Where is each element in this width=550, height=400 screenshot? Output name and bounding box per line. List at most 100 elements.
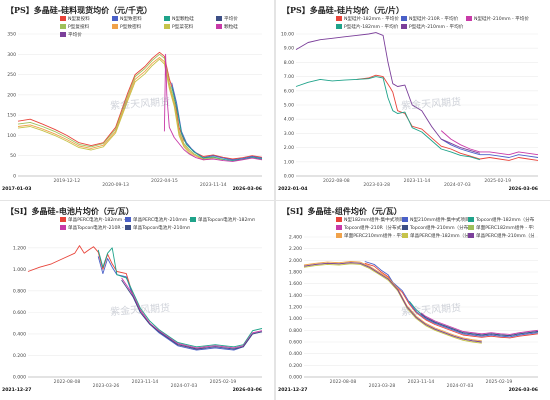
legend-swatch bbox=[336, 217, 342, 222]
legend-label: N型致密料 bbox=[120, 17, 142, 22]
legend-swatch bbox=[468, 233, 474, 238]
legend-label: N型复投料 bbox=[68, 17, 90, 22]
series-line bbox=[17, 58, 194, 157]
legend-swatch bbox=[468, 217, 474, 222]
y-tick-label: 2.400 bbox=[289, 235, 302, 241]
y-tick-label: 1.000 bbox=[289, 316, 302, 322]
series-line bbox=[440, 138, 539, 158]
legend-item: N型致密料 bbox=[112, 16, 164, 24]
legend-swatch bbox=[336, 233, 342, 238]
x-tick-label: 2020-09-13 bbox=[102, 182, 129, 188]
legend-label: 单晶Topcon电池片-210mm - 平均价 bbox=[133, 226, 190, 231]
y-tick-label: 250 bbox=[7, 72, 16, 78]
y-tick-label: 1.00 bbox=[284, 159, 294, 165]
legend-label: 单面PERC182mm组件 - 平均价... bbox=[476, 226, 534, 231]
series-line bbox=[27, 245, 206, 350]
legend-item: 平均价 bbox=[60, 32, 112, 40]
legend-label: 平均价 bbox=[68, 33, 82, 38]
legend-item: N型硅片-210R - 平均价 bbox=[401, 16, 466, 24]
x-tick-label: 2022-08-08 bbox=[330, 379, 357, 385]
legend-item: Topcon组件-210mm（分布式）... bbox=[402, 225, 468, 233]
x-tick-label: 2023-11-14 bbox=[404, 178, 431, 184]
y-tick-label: 1.600 bbox=[289, 281, 302, 287]
legend-swatch bbox=[60, 32, 66, 37]
legend-label: N型硅片-182mm - 平均价 bbox=[344, 17, 399, 22]
x-tick-label: 2023-11-14 bbox=[132, 379, 159, 385]
legend-label: 平均价 bbox=[224, 17, 238, 22]
legend-label: 单晶PERC电池片-182mm - 平均价 bbox=[68, 218, 125, 223]
y-tick-label: 300 bbox=[7, 52, 16, 58]
y-tick-label: 1.400 bbox=[289, 293, 302, 299]
legend-item: N型硅片-210mm - 平均价 bbox=[466, 16, 531, 24]
legend-swatch bbox=[125, 225, 131, 230]
y-tick-label: 1.000 bbox=[13, 267, 26, 273]
legend-item: N型复投料 bbox=[60, 16, 112, 24]
y-tick-label: 0.600 bbox=[13, 310, 26, 316]
legend-label: P型复投料 bbox=[68, 25, 90, 30]
series-line bbox=[17, 51, 263, 160]
series-line bbox=[356, 74, 539, 161]
legend-label: Topcon组件-210mm（分布式）... bbox=[410, 226, 468, 231]
legend-item: N型硅片-182mm - 平均价 bbox=[336, 16, 401, 24]
legend-swatch bbox=[216, 24, 222, 29]
y-tick-label: 0.000 bbox=[13, 375, 26, 381]
legend-item: 单晶PERC电池片-182mm - 平均价 bbox=[60, 217, 125, 225]
y-tick-label: 0.200 bbox=[13, 353, 26, 359]
chart-panel-cell-price: 0.000 0.200 0.400 0.600 0.800 1.000 1.200 2021-… bbox=[0, 201, 274, 400]
legend-label: N型182mm组件-集中式项目 - 平... bbox=[344, 218, 402, 223]
chart-title: 【SI】多晶硅-组件均价（元/瓦） bbox=[282, 206, 402, 216]
legend-item: P型硅片-210mm - 平均价 bbox=[401, 24, 466, 32]
legend-item: 单晶Topcon电池片-210R - 平均价 bbox=[60, 225, 125, 233]
y-tick-label: 100 bbox=[7, 133, 16, 139]
chart-svg: 0.000 0.200 0.400 0.600 0.800 1.000 1.200 2021-… bbox=[2, 245, 263, 393]
legend-label: 单晶Topcon电池片-210R - 平均价 bbox=[68, 226, 125, 231]
legend-item: 单晶Topcon电池片-182mm - 平均价 bbox=[190, 217, 255, 225]
y-tick-label: 4.00 bbox=[284, 117, 294, 123]
legend-item: 平均价 bbox=[216, 16, 268, 24]
x-tick-label: 2017-01-03 bbox=[2, 186, 31, 192]
y-tick-label: 150 bbox=[7, 113, 16, 119]
x-tick-label: 2026-03-06 bbox=[509, 186, 538, 192]
x-tick-label: 2021-12-27 bbox=[2, 387, 31, 393]
legend-item: Topcon组件-182mm（分布式）... bbox=[468, 217, 534, 225]
legend-label: N型210mm组件-集中式项目 - 平... bbox=[410, 218, 468, 223]
y-tick-label: 0.000 bbox=[289, 375, 302, 381]
chart-panel-wafer-price: 0.00 1.00 2.00 3.00 4.00 5.00 6.00 7.00 8.00 9.00… bbox=[276, 0, 550, 200]
legend-label: 单晶PERC电池片-210mm - 平均价 bbox=[133, 218, 190, 223]
legend-item: 单晶PERC组件-210mm（分布式... bbox=[468, 233, 534, 241]
x-tick-label: 2023-11-14 bbox=[200, 182, 227, 188]
y-tick-label: 5.00 bbox=[284, 103, 294, 109]
legend-swatch bbox=[402, 225, 408, 230]
y-tick-label: 0.400 bbox=[13, 331, 26, 337]
chart-legend: 单晶PERC电池片-182mm - 平均价 单晶PERC电池片-210mm - 平… bbox=[60, 217, 270, 233]
series-line bbox=[303, 262, 482, 343]
series-line bbox=[295, 32, 481, 154]
legend-swatch bbox=[60, 24, 66, 29]
x-tick-label: 2022-04-15 bbox=[151, 178, 178, 184]
chart-panel-polysilicon-price: 0 50 100 150 200 250 300 350 2017-01-03 2019-12-1… bbox=[0, 0, 274, 200]
y-tick-label: 0.400 bbox=[289, 351, 302, 357]
legend-label: P型致密料 bbox=[120, 25, 142, 30]
legend-swatch bbox=[401, 24, 407, 29]
y-tick-label: 2.200 bbox=[289, 246, 302, 252]
legend-label: P型菜花料 bbox=[172, 25, 194, 30]
y-tick-label: 1.800 bbox=[289, 270, 302, 276]
x-tick-label: 2025-02-19 bbox=[210, 379, 237, 385]
chart-svg: 0 50 100 150 200 250 300 350 2017-01-03 2019-12-1… bbox=[2, 32, 263, 192]
series-line bbox=[121, 277, 263, 349]
legend-swatch bbox=[401, 16, 407, 21]
legend-item: N型182mm组件-集中式项目 - 平... bbox=[336, 217, 402, 225]
legend-label: N型硅片-210mm - 平均价 bbox=[474, 17, 529, 22]
x-tick-label: 2022-08-08 bbox=[323, 178, 350, 184]
y-tick-label: 1.200 bbox=[289, 305, 302, 311]
y-tick-label: 2.00 bbox=[284, 145, 294, 151]
y-tick-label: 0.600 bbox=[289, 340, 302, 346]
legend-item: 单晶Topcon电池片-210mm - 平均价 bbox=[125, 225, 190, 233]
x-tick-label: 2024-07-03 bbox=[447, 383, 474, 389]
legend-swatch bbox=[216, 16, 222, 21]
legend-swatch bbox=[402, 233, 408, 238]
chart-legend: N型复投料 N型致密料 N型颗粒硅 平均价P型复投料 P型致密料 P型菜花料 颗粒硅平均价 bbox=[60, 16, 270, 40]
y-tick-label: 10.00 bbox=[281, 32, 294, 38]
series-line bbox=[420, 312, 539, 335]
legend-swatch bbox=[112, 16, 118, 21]
